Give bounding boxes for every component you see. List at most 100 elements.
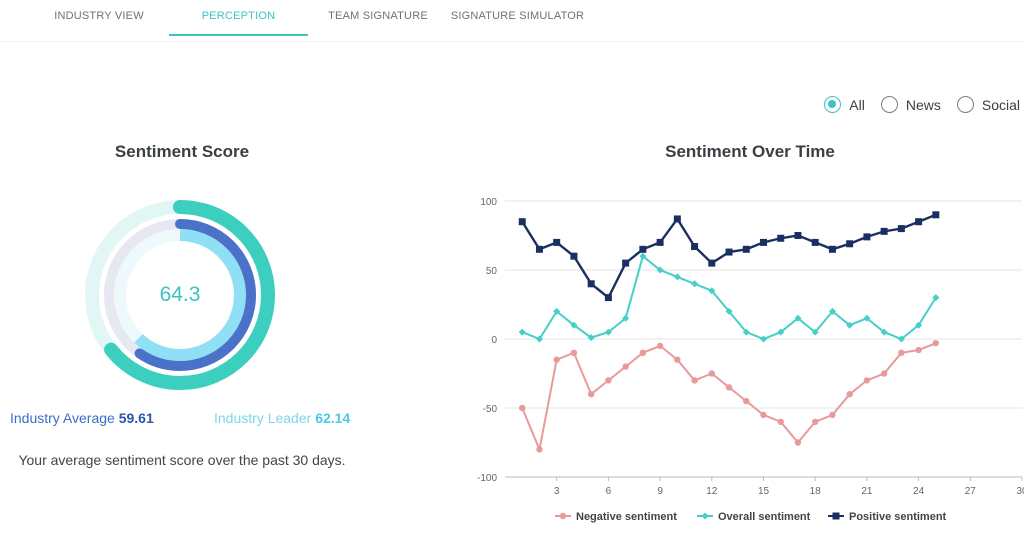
data-point xyxy=(604,294,612,302)
x-tick-label: 21 xyxy=(861,486,873,497)
data-point xyxy=(932,211,940,219)
legend-label: Positive sentiment xyxy=(849,511,947,523)
x-tick-label: 30 xyxy=(1016,486,1024,497)
data-point xyxy=(897,225,905,233)
tab-signature-simulator[interactable]: SIGNATURE SIMULATOR xyxy=(450,10,585,22)
sentiment-donut xyxy=(85,200,275,390)
data-point xyxy=(639,252,647,260)
data-point xyxy=(777,418,784,425)
filter-social[interactable]: Social xyxy=(956,96,1020,113)
data-point xyxy=(742,245,750,253)
data-point xyxy=(725,307,733,315)
data-point xyxy=(673,215,681,223)
data-point xyxy=(932,294,940,302)
data-point xyxy=(915,346,922,354)
filter-news[interactable]: News xyxy=(880,96,941,113)
industry-average-ring xyxy=(104,219,256,371)
legend-label: Negative sentiment xyxy=(576,511,677,523)
radio-checked-icon[interactable] xyxy=(824,96,842,113)
sentiment-line-chart: 100 50 0 -50 -100 3 6 9 12 15 18 21 24 27 30 Negative s… xyxy=(477,197,1024,523)
legend-marker xyxy=(701,512,709,520)
data-point xyxy=(794,439,802,446)
data-point xyxy=(622,363,629,370)
y-tick-label: 50 xyxy=(486,266,498,277)
data-point xyxy=(863,314,871,322)
data-point xyxy=(519,404,526,412)
sentiment-caption: Your average sentiment score over the pa… xyxy=(18,452,346,468)
industry-leader-ring xyxy=(114,229,246,361)
data-point xyxy=(760,335,767,343)
tab-team-signature[interactable]: TEAM SIGNATURE xyxy=(328,10,428,22)
source-filter: All News Social xyxy=(824,96,1020,113)
data-point xyxy=(777,234,785,242)
tab-perception[interactable]: PERCEPTION xyxy=(169,0,308,36)
radio-unchecked-icon[interactable] xyxy=(956,96,974,113)
data-point xyxy=(518,218,526,226)
data-point xyxy=(535,335,543,343)
data-point xyxy=(846,321,854,329)
data-point xyxy=(897,335,905,343)
data-point xyxy=(587,280,595,288)
data-point xyxy=(708,259,716,267)
data-point xyxy=(656,266,664,274)
sentiment-score-ring xyxy=(85,200,275,390)
data-point xyxy=(605,377,612,384)
data-point xyxy=(708,370,715,377)
data-point xyxy=(829,411,836,419)
data-point xyxy=(863,377,871,384)
data-point xyxy=(622,259,630,267)
data-point xyxy=(673,273,681,281)
data-point xyxy=(811,328,819,336)
sentiment-over-time-title: Sentiment Over Time xyxy=(665,142,835,161)
data-point xyxy=(674,356,681,363)
data-point xyxy=(553,238,561,246)
data-point xyxy=(794,314,802,322)
data-point xyxy=(639,349,647,356)
x-tick-label: 24 xyxy=(913,486,925,497)
filter-all[interactable]: All xyxy=(824,96,865,113)
data-point xyxy=(915,218,923,226)
radio-unchecked-icon[interactable] xyxy=(880,96,898,113)
data-point xyxy=(760,411,767,419)
data-point xyxy=(898,349,905,356)
data-point xyxy=(535,245,543,253)
data-point xyxy=(518,328,526,336)
x-tick-label: 12 xyxy=(706,486,718,497)
y-tick-label: -100 xyxy=(477,473,497,484)
data-point xyxy=(846,391,853,398)
y-tick-label: 100 xyxy=(480,197,497,208)
data-point xyxy=(725,384,733,391)
data-point xyxy=(656,342,664,350)
data-point xyxy=(604,328,612,336)
data-point xyxy=(846,240,854,248)
data-point xyxy=(656,238,664,246)
data-point xyxy=(536,446,543,453)
legend-marker xyxy=(832,512,840,520)
legend-marker xyxy=(559,512,567,520)
data-point xyxy=(880,370,888,377)
industry-leader: Industry Leader 62.14 xyxy=(214,410,350,426)
data-point xyxy=(915,321,923,329)
data-point xyxy=(777,328,785,336)
series-line xyxy=(521,213,937,300)
data-point xyxy=(691,280,699,288)
data-point xyxy=(932,339,940,347)
series-line xyxy=(521,254,937,341)
data-point xyxy=(812,418,819,425)
data-point xyxy=(570,349,578,356)
sentiment-score-value: 64.3 xyxy=(159,283,201,306)
data-point xyxy=(760,238,767,246)
industry-leader-value: 62.14 xyxy=(315,410,351,426)
data-point xyxy=(691,377,698,384)
data-point xyxy=(828,307,836,315)
tab-industry-view[interactable]: INDUSTRY VIEW xyxy=(54,10,144,22)
data-point xyxy=(742,328,750,336)
data-point xyxy=(880,227,888,235)
sentiment-score-title: Sentiment Score xyxy=(114,142,250,161)
data-point xyxy=(828,245,836,253)
data-point xyxy=(587,391,595,398)
data-point xyxy=(622,314,630,322)
tab-bar: INDUSTRY VIEW PERCEPTION TEAM SIGNATURE … xyxy=(0,0,1024,42)
data-point xyxy=(570,321,578,329)
series-line xyxy=(521,342,937,453)
